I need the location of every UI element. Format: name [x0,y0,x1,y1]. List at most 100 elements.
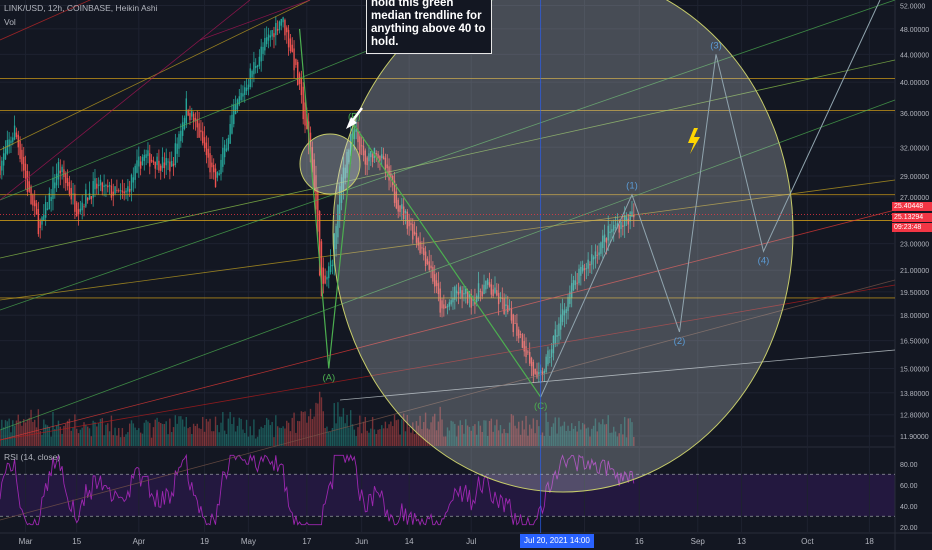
candle [198,111,200,139]
candle-body [320,241,323,297]
candle [183,115,186,131]
candle-body [322,267,324,284]
candle-body [158,160,160,171]
candle [625,212,628,226]
candle-body [550,349,553,358]
volume-bar [620,424,622,446]
candle [256,64,259,74]
candle-body [247,84,250,90]
candle-body [128,188,131,193]
candle [161,147,164,172]
volume-bar [63,425,65,446]
volume-bar [505,432,507,446]
candle [258,49,261,70]
candle-body [439,288,441,313]
candle [205,135,208,164]
candle-body [156,156,158,166]
candle-body [101,182,103,192]
price-tick-label: 15.00000 [900,366,929,373]
candle [497,283,500,316]
candle-body [404,210,407,213]
candle [364,148,367,176]
volume-bar [262,427,264,446]
candle-body [28,181,30,192]
candle [103,174,105,197]
candle-body [90,196,93,200]
volume-bar [213,431,215,446]
pointer-arrow-head [346,117,357,129]
candle-body [103,185,105,187]
candle-body [214,168,217,188]
candle [430,254,432,279]
volume-bar [264,424,266,446]
candle-body [477,283,480,299]
candle [302,82,304,125]
volume-bar [231,423,233,446]
candle [631,201,633,218]
volume-bar [57,420,60,446]
candle-body [472,298,474,301]
volume-bar [534,433,536,446]
projection-path [540,0,881,398]
volume-bar [150,437,153,446]
volume-bar [298,421,301,446]
candle-body [435,280,438,286]
volume-bar [596,431,598,446]
candle [1,156,3,180]
volume-bar [578,421,580,446]
candle [485,280,487,294]
candle [384,153,387,180]
volume-bar [446,427,449,446]
candle-body [194,117,197,121]
candle [530,356,533,377]
volume-bar [605,424,608,446]
annotation-note[interactable]: hold this green median trendline for any… [366,0,492,54]
candle [227,134,230,152]
volume-bar [318,391,321,446]
candle-body [329,260,332,273]
candle-body [600,242,602,254]
candle [300,70,303,104]
volume-bar [602,419,604,446]
candle [580,261,582,286]
volume-bar [532,418,535,446]
volume-bar [291,417,293,446]
volume-bar [287,422,290,446]
candle-body [227,137,230,150]
candle-body [138,156,140,167]
rsi-tick-label: 60.00 [900,483,918,490]
candle [220,154,222,181]
candle-body [269,35,272,38]
volume-bar [424,412,427,446]
volume-bar [108,431,111,446]
time-tick-label: Mar [19,537,33,546]
candle-body [317,191,319,232]
candle-body [567,297,569,312]
candle [123,183,125,201]
candle-body [536,371,538,378]
candle-body [368,153,370,162]
candle-body [19,141,21,159]
volume-bar [541,432,544,446]
candle-body [479,290,482,292]
volume-bar [410,432,412,446]
volume-bar [571,423,573,446]
candle-body [470,294,472,308]
price-tag-open: 25.40448 [892,202,932,211]
volume-bar [598,422,600,446]
candle [139,156,142,176]
candle-body [461,290,463,299]
volume-bar [28,417,30,446]
volume-bar [86,426,89,446]
volume-bar [333,403,335,446]
candle-body [174,143,177,165]
candle [180,123,182,148]
candle [101,181,103,196]
candle [4,140,7,161]
candle-body [525,346,527,358]
volume-bar [127,432,129,446]
candle [291,37,293,53]
candle [348,148,350,165]
volume-bar [503,428,505,446]
